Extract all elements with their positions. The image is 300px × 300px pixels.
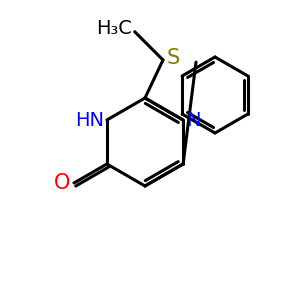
Text: S: S <box>167 48 180 68</box>
Text: O: O <box>54 173 70 193</box>
Text: HN: HN <box>75 110 104 130</box>
Text: N: N <box>186 110 201 130</box>
Text: H₃C: H₃C <box>96 19 132 38</box>
